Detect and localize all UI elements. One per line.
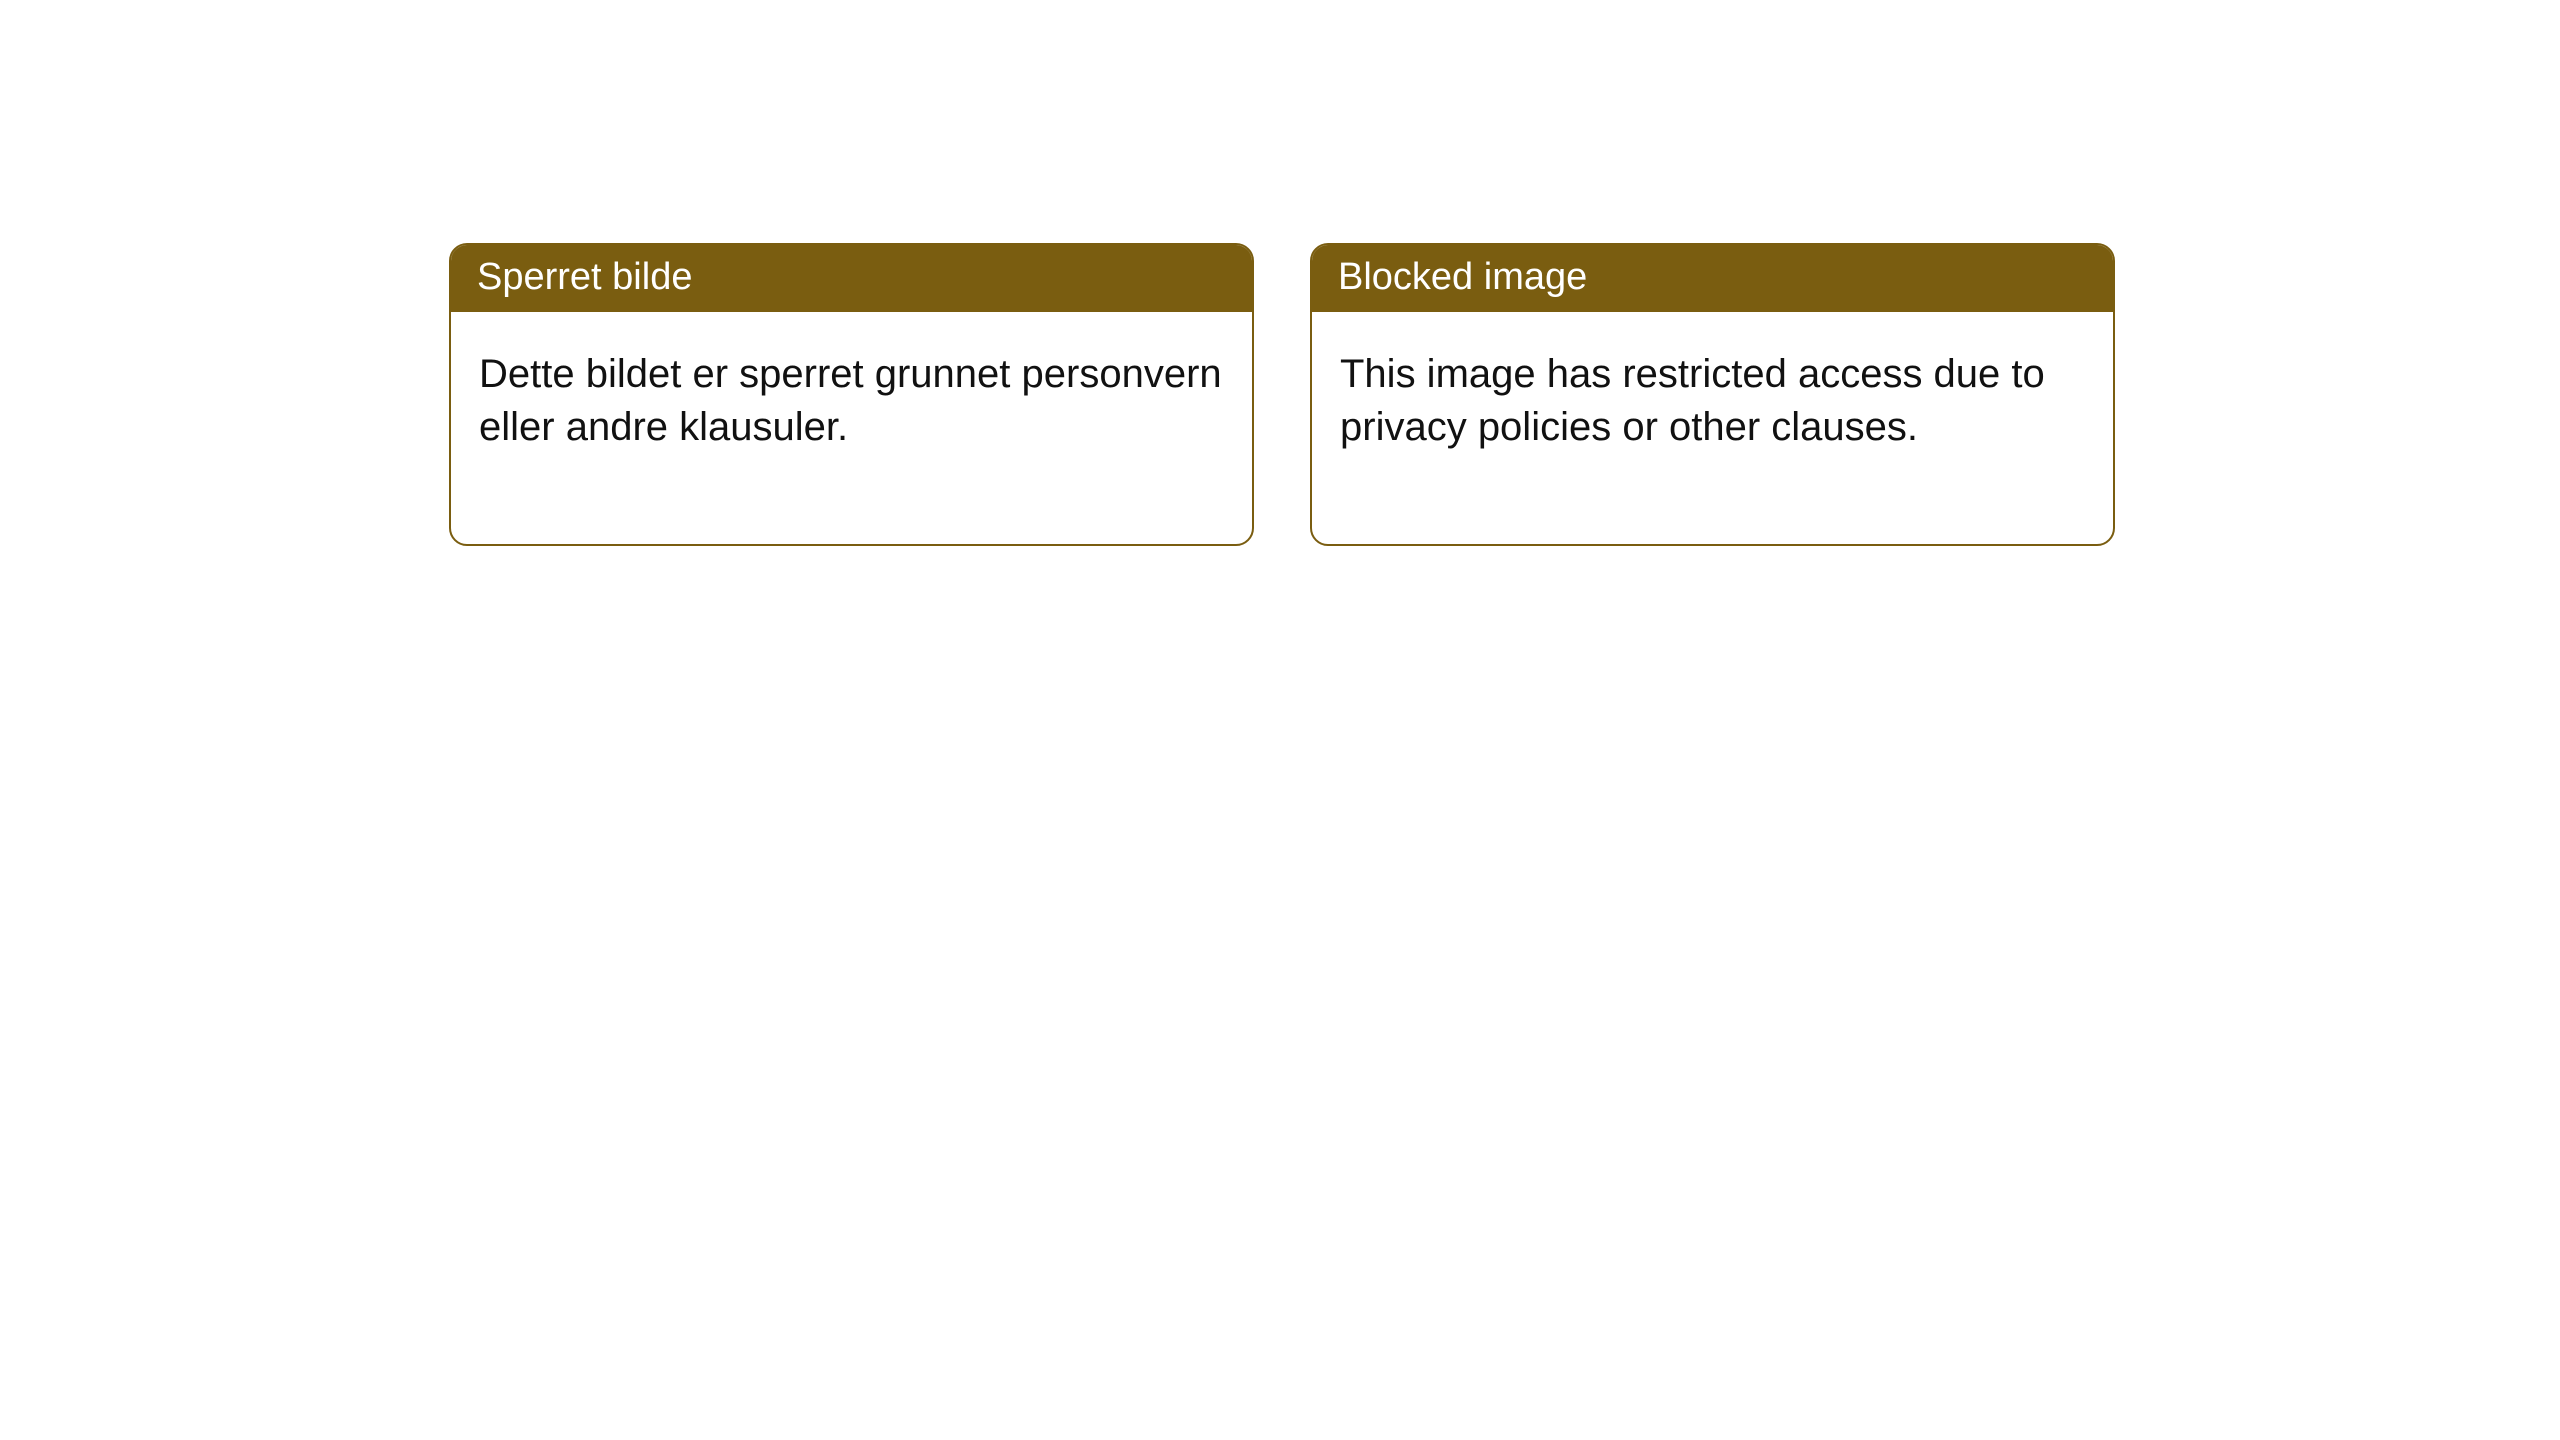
card-title-no: Sperret bilde (451, 245, 1252, 312)
card-title-en: Blocked image (1312, 245, 2113, 312)
blocked-image-card-en: Blocked image This image has restricted … (1310, 243, 2115, 546)
card-body-no: Dette bildet er sperret grunnet personve… (451, 312, 1252, 544)
blocked-image-card-no: Sperret bilde Dette bildet er sperret gr… (449, 243, 1254, 546)
card-body-en: This image has restricted access due to … (1312, 312, 2113, 544)
notice-container: Sperret bilde Dette bildet er sperret gr… (0, 0, 2560, 546)
